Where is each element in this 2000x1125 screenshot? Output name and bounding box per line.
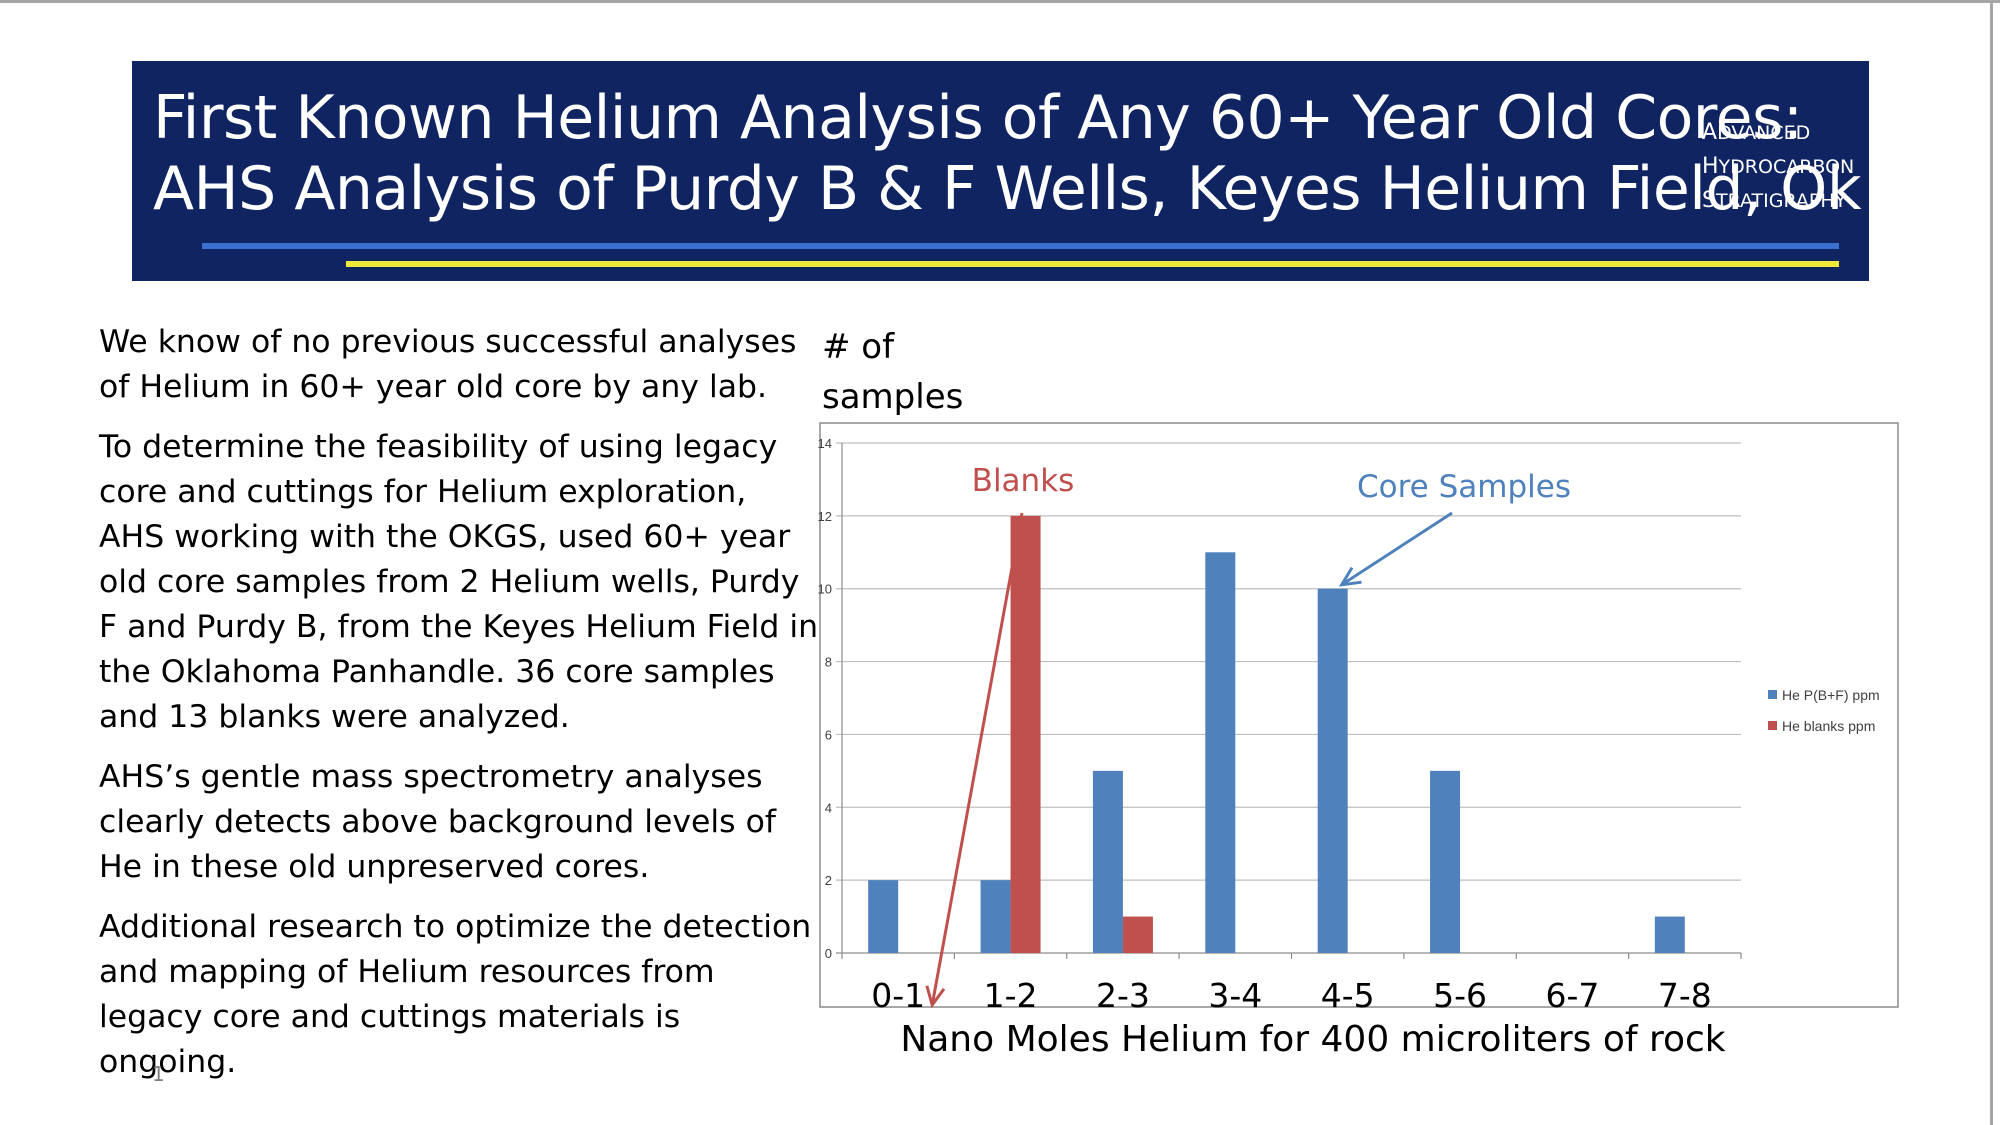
bar-blanks-2-3: [1122, 916, 1153, 953]
bar-core-2-3: [1092, 770, 1123, 953]
y-tick-label-6: 6: [825, 727, 832, 742]
legend-label-1: He blanks ppm: [1782, 718, 1875, 734]
x-tick-label-2-3: 2-3: [1096, 976, 1150, 1015]
legend-swatch-1: [1768, 721, 1777, 730]
bar-core-4-5: [1317, 588, 1348, 953]
y-tick-label-14: 14: [818, 436, 832, 451]
x-tick-label-1-2: 1-2: [984, 976, 1038, 1015]
y-axis-title: # of samples: [822, 322, 963, 422]
slide-title-line-1: First Known Helium Analysis of Any 60+ Y…: [153, 83, 1803, 153]
paragraph-3: AHS’s gentle mass spectrometry analyses …: [99, 759, 776, 885]
paragraph-1: We know of no previous successful analys…: [99, 324, 797, 405]
slide-title-line-2: AHS Analysis of Purdy B & F Wells, Keyes…: [153, 154, 1862, 224]
page-number: 1: [152, 1062, 165, 1086]
paragraph-2: To determine the feasibility of using le…: [99, 429, 819, 735]
annotation-blanks-arrow-head: [925, 985, 946, 1009]
right-border-line: [1990, 0, 1993, 1125]
annotation-core-samples-arrow: [1338, 511, 1453, 587]
bar-core-5-6: [1430, 770, 1461, 953]
y-axis-title-line-2: samples: [822, 377, 964, 417]
top-border-line: [0, 0, 2000, 3]
slide-title: First Known Helium Analysis of Any 60+ Y…: [153, 83, 1862, 225]
annotation-core-samples-arrow-shaft: [1340, 511, 1453, 586]
y-axis-title-line-1: # of: [822, 327, 895, 367]
paragraph-4: Additional research to optimize the dete…: [99, 909, 812, 1080]
chart-frame: [819, 422, 1899, 1008]
annotation-blanks-arrow: [925, 512, 1024, 1009]
y-tick-label-8: 8: [825, 655, 832, 670]
logo-line-hydrocarbon: HYDROCARBON: [1702, 154, 1855, 179]
y-tick-label-2: 2: [825, 873, 832, 888]
legend-label-0: He P(B+F) ppm: [1782, 687, 1880, 703]
y-tick-label-4: 4: [825, 800, 832, 815]
bar-blanks-1-2: [1010, 515, 1041, 953]
x-axis-title: Nano Moles Helium for 400 microliters of…: [900, 1019, 1725, 1060]
y-tick-label-10: 10: [818, 582, 832, 597]
title-banner: First Known Helium Analysis of Any 60+ Y…: [132, 61, 1869, 281]
banner-yellow-line: [346, 261, 1839, 267]
annotation-blanks-label: Blanks: [972, 463, 1075, 499]
body-text: We know of no previous successful analys…: [99, 320, 819, 1100]
x-tick-label-6-7: 6-7: [1545, 976, 1599, 1015]
logo-line-advanced: ADVANCED: [1702, 120, 1811, 145]
bar-core-7-8: [1654, 916, 1685, 953]
bar-core-0-1: [868, 880, 899, 953]
bar-core-3-4: [1205, 552, 1236, 953]
company-logo: ADVANCED HYDROCARBON STRATIGRAPHY: [1702, 116, 1854, 218]
banner-blue-line: [202, 243, 1839, 249]
bar-core-1-2: [980, 880, 1011, 953]
annotation-blanks-arrow-shaft: [930, 512, 1024, 1006]
x-tick-label-4-5: 4-5: [1321, 976, 1375, 1015]
annotation-core-samples-label: Core Samples: [1357, 469, 1571, 505]
x-tick-label-0-1: 0-1: [871, 976, 925, 1015]
y-tick-label-0: 0: [825, 946, 832, 961]
x-tick-label-5-6: 5-6: [1433, 976, 1487, 1015]
y-tick-label-12: 12: [818, 509, 832, 524]
x-tick-label-3-4: 3-4: [1208, 976, 1262, 1015]
logo-line-stratigraphy: STRATIGRAPHY: [1702, 188, 1847, 213]
annotation-core-samples-arrow-head: [1338, 566, 1362, 587]
x-tick-label-7-8: 7-8: [1658, 976, 1712, 1015]
legend-swatch-0: [1768, 690, 1777, 699]
